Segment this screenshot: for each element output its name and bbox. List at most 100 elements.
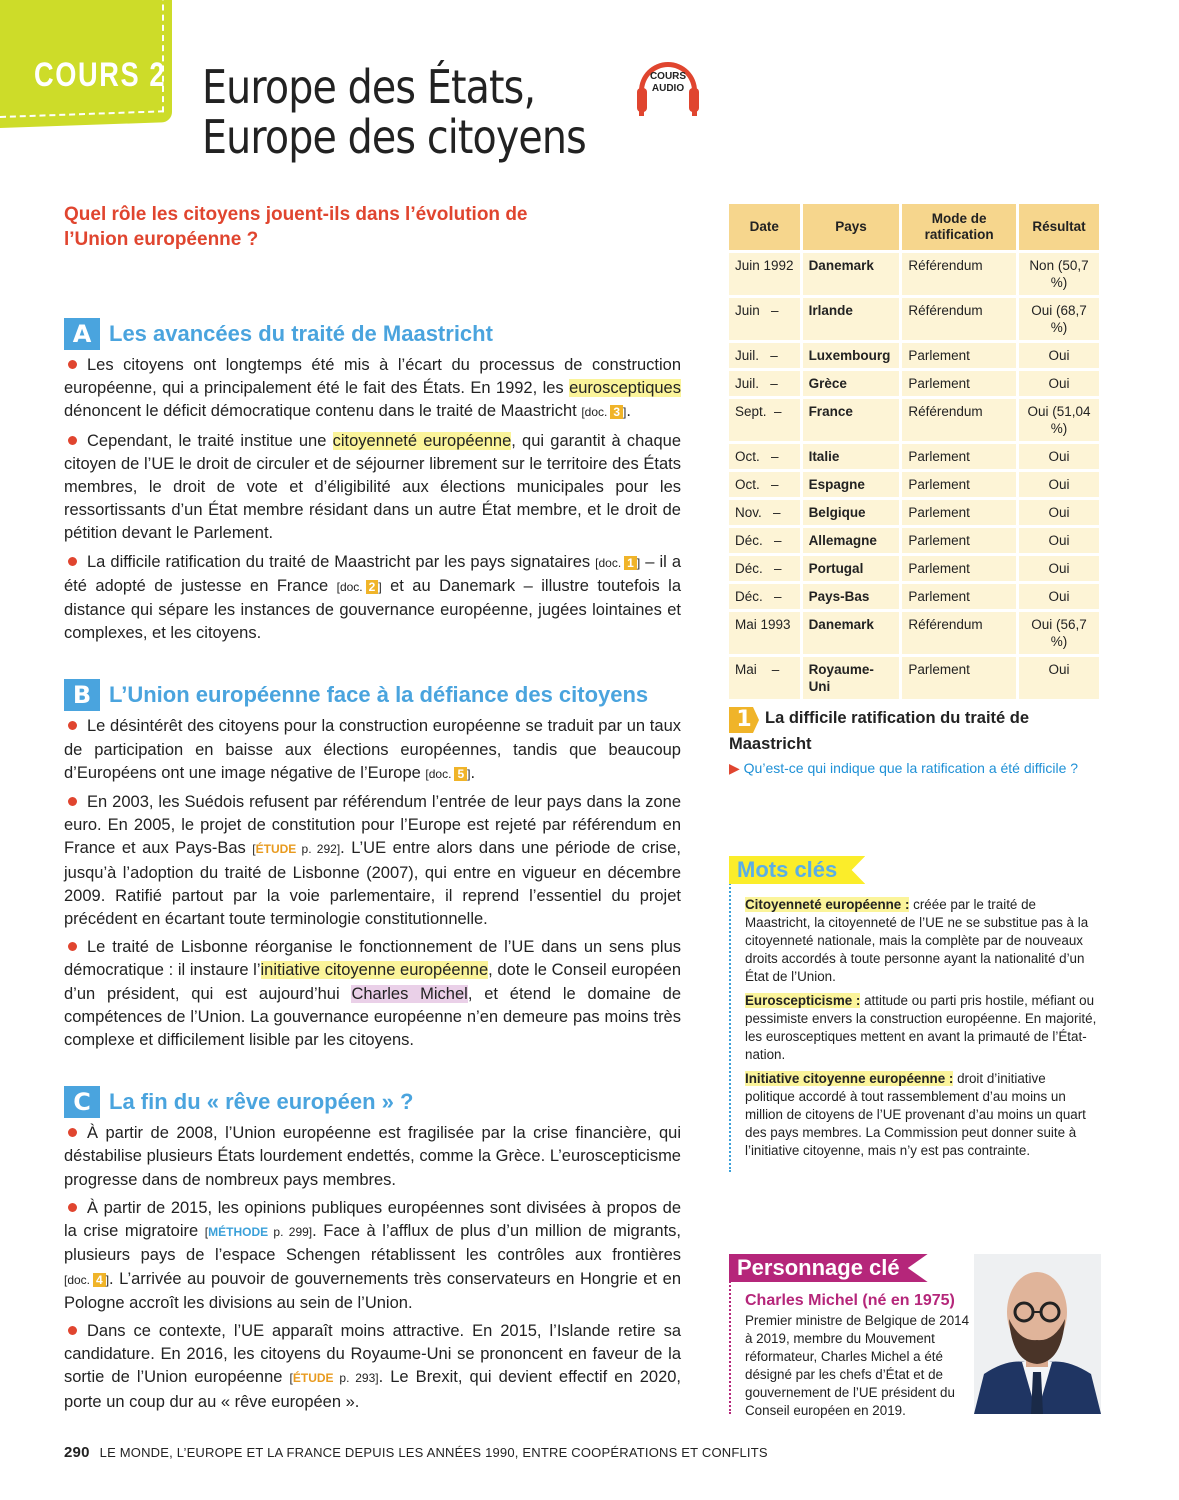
doc-number[interactable]: 5 xyxy=(454,766,468,781)
person-name: Charles Michel (né en 1975) xyxy=(745,1292,955,1309)
page-reference[interactable]: p. 293] xyxy=(333,1371,379,1386)
section-title: La fin du « rêve européen » ? xyxy=(109,1089,414,1115)
methode-reference[interactable]: MÉTHODE xyxy=(208,1225,269,1240)
table-cell: Parlement xyxy=(902,500,1016,525)
table-cell: Mai 1993 xyxy=(729,612,800,654)
page-reference[interactable]: [ xyxy=(289,1371,293,1386)
table-cell: Parlement xyxy=(902,472,1016,497)
person-description: Premier ministre de Belgique de 2014 à 2… xyxy=(745,1313,970,1418)
table-cell: Référendum xyxy=(902,612,1016,654)
audio-button[interactable]: COURS AUDIO xyxy=(637,62,699,116)
table-cell: Non (50,7 %) xyxy=(1018,253,1099,295)
bullet-icon xyxy=(68,1325,77,1335)
doc-reference[interactable]: ] xyxy=(623,405,627,420)
doc-title: La difficile ratification du traité de M… xyxy=(729,709,1030,753)
table-cell: Italie xyxy=(802,444,900,469)
doc-reference[interactable]: ] xyxy=(378,579,382,594)
doc-reference[interactable]: [doc. xyxy=(336,579,363,594)
text: . Le Brexit, qui devient effectif en 202… xyxy=(64,1368,682,1411)
page-footer: 290 LE MONDE, L’EUROPE ET LA FRANCE DEPUI… xyxy=(64,1444,768,1461)
table-cell: Déc. – xyxy=(729,528,800,553)
text: À partir de 2015, les opinions publiques… xyxy=(64,1198,681,1241)
page-reference[interactable]: [ xyxy=(204,1225,209,1240)
paragraph: À partir de 2008, l’Union européenne est… xyxy=(64,1122,681,1192)
keyword-highlight[interactable]: eurosceptiques xyxy=(569,379,681,398)
page-reference[interactable]: [ xyxy=(252,842,256,857)
text: – il a été adopté de justesse en France xyxy=(64,552,681,595)
doc-reference[interactable]: [doc. xyxy=(595,555,622,570)
keyword-item: Initiative citoyenne européenne : droit … xyxy=(745,1070,1099,1160)
keyword-term: Initiative citoyenne européenne : xyxy=(745,1071,954,1086)
table-cell: Oui xyxy=(1018,500,1099,525)
keyword-highlight[interactable]: citoyenneté européenne xyxy=(332,431,512,450)
doc-number[interactable]: 4 xyxy=(93,1272,106,1287)
text: et au Danemark – illustre toutefois la d… xyxy=(64,576,681,643)
keyword-definition: créée par le traité de Maastricht, la ci… xyxy=(745,897,1089,984)
doc-1: Date Pays Mode de ratification Résultat Jui… xyxy=(729,204,1099,777)
table-cell: Référendum xyxy=(902,399,1016,441)
keyword-item: Euroscepticisme : attitude ou parti pris… xyxy=(745,992,1099,1064)
keyword-definition: attitude ou parti pris hostile, méfiant … xyxy=(745,993,1097,1062)
bullet-icon xyxy=(68,435,77,445)
section-title: Les avancées du traité de Maastricht xyxy=(109,321,493,346)
page-reference[interactable]: p. 292] xyxy=(296,842,341,857)
doc-reference[interactable]: [doc. xyxy=(581,405,608,420)
section-letter-badge: A xyxy=(64,318,100,350)
footer-text: LE MONDE, L’EUROPE ET LA FRANCE DEPUIS L… xyxy=(99,1445,768,1460)
table-row: Déc. – Allemagne Parlement Oui xyxy=(729,528,1099,553)
table-cell: Parlement xyxy=(902,343,1016,368)
doc-number[interactable]: 1 xyxy=(624,555,637,570)
text: Le désintérêt des citoyens pour la const… xyxy=(64,717,681,782)
text: dénoncent le déficit démocratique conten… xyxy=(64,402,582,421)
doc-number[interactable]: 3 xyxy=(610,405,624,420)
text: La difficile ratification du traité de M… xyxy=(87,552,596,571)
keyword-item: Citoyenneté européenne : créée par le tr… xyxy=(745,896,1099,986)
section-heading: C La fin du « rêve européen » ? xyxy=(64,1086,681,1119)
table-cell: Oct. – xyxy=(729,472,800,497)
table-cell: Parlement xyxy=(902,556,1016,581)
triangle-right-icon: ▶ xyxy=(729,760,740,776)
doc-number[interactable]: 2 xyxy=(365,579,379,594)
table-cell: Parlement xyxy=(902,584,1016,609)
table-cell: Parlement xyxy=(902,657,1016,699)
table-cell: Irlande xyxy=(802,298,900,340)
table-cell: Oct. – xyxy=(729,444,800,469)
section-b: B L’Union européenne face à la défiance d… xyxy=(64,679,681,1052)
table-cell: Luxembourg xyxy=(802,343,900,368)
table-cell: Nov. – xyxy=(729,500,800,525)
doc-reference[interactable]: ] xyxy=(105,1272,110,1287)
doc-reference[interactable]: [doc. xyxy=(425,766,452,781)
table-cell: Oui xyxy=(1018,472,1099,497)
bullet-icon xyxy=(68,797,77,807)
column-header: Pays xyxy=(802,204,900,250)
table-row: Juil. – Luxembourg Parlement Oui xyxy=(729,343,1099,368)
doc-question-text: Qu’est-ce qui indique que la ratificatio… xyxy=(743,760,1079,776)
paragraph: Le désintérêt des citoyens pour la const… xyxy=(64,715,681,786)
paragraph: Le traité de Lisbonne réorganise le fonc… xyxy=(64,936,681,1052)
etude-reference[interactable]: ÉTUDE xyxy=(292,1371,334,1386)
paragraph: En 2003, les Suédois refusent par référe… xyxy=(64,791,681,931)
keywords-box: Mots clés Citoyenneté européenne : créée… xyxy=(729,856,1099,1172)
table-cell: Déc. – xyxy=(729,584,800,609)
table-cell: Belgique xyxy=(802,500,900,525)
keyword-highlight[interactable]: initiative citoyenne européenne xyxy=(260,961,489,980)
text: , et étend le domaine de compétences de … xyxy=(64,984,682,1050)
doc-reference[interactable]: ] xyxy=(636,555,641,570)
table-row: Déc. – Pays-Bas Parlement Oui xyxy=(729,584,1099,609)
etude-reference[interactable]: ÉTUDE xyxy=(255,842,297,857)
text: Dans ce contexte, l’UE apparaît moins at… xyxy=(64,1321,681,1387)
doc-reference[interactable]: [doc. xyxy=(64,1272,91,1287)
table-cell: Juin 1992 xyxy=(729,253,800,295)
section-heading: B L’Union européenne face à la défiance d… xyxy=(64,679,681,712)
table-cell: Parlement xyxy=(902,528,1016,553)
table-cell: Oui (51,04 %) xyxy=(1018,399,1099,441)
section-a: A Les avancées du traité de Maastricht Les… xyxy=(64,318,681,645)
table-cell: Grèce xyxy=(802,371,900,396)
page-reference[interactable]: p. 299] xyxy=(268,1225,313,1240)
column-header: Résultat xyxy=(1018,204,1099,250)
column-header: Mode de ratification xyxy=(902,204,1016,250)
table-cell: Allemagne xyxy=(802,528,900,553)
keywords-ribbon: Mots clés xyxy=(729,856,866,884)
table-cell: Référendum xyxy=(902,253,1016,295)
doc-reference[interactable]: ] xyxy=(467,766,471,781)
